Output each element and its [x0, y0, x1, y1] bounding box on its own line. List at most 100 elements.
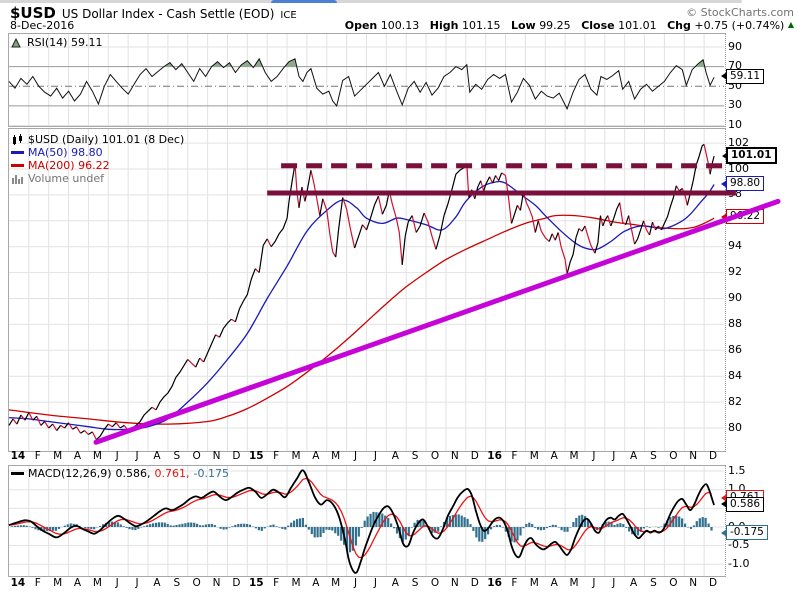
x-axis-month-label: 15 — [248, 450, 264, 462]
ma50-line-icon — [11, 151, 24, 154]
x-axis-month-label: 16 — [487, 450, 502, 462]
close-label: Close — [581, 19, 615, 32]
x-axis-month-label: J — [115, 450, 119, 462]
x-axis-month-label: M — [53, 450, 63, 462]
x-axis-month-label: S — [411, 450, 419, 462]
x-axis-month-label: F — [34, 450, 41, 462]
x-axis-month-label: J — [115, 577, 119, 589]
price-panel — [8, 128, 781, 452]
rsi-axis-tick-label: 30 — [728, 98, 742, 112]
low-label: Low — [510, 19, 536, 32]
x-axis-month-label: F — [511, 577, 518, 589]
macd-signal-value: 0.761, — [154, 467, 190, 480]
main-axis-tick-label: 94 — [728, 239, 742, 253]
x-axis-month-label: M — [92, 450, 102, 462]
x-axis-month-label: S — [650, 577, 657, 589]
x-axis-month-label: N — [689, 577, 698, 589]
x-axis-month-label: 15 — [248, 577, 264, 589]
high-label: High — [429, 19, 459, 32]
price-legend-row: $USD (Daily) 101.01 (8 Dec) — [11, 133, 184, 146]
main-value-callout: 101.01 — [722, 147, 777, 165]
x-axis-month-label: M — [53, 577, 63, 589]
quote-summary-bar: Open 100.13 High 101.15 Low 99.25 Close … — [345, 19, 794, 32]
rsi-legend: RSI(14) 59.11 — [11, 36, 102, 49]
x-axis-month-label: J — [354, 450, 358, 462]
rsi-panel — [8, 33, 726, 127]
macd-line-icon — [11, 472, 24, 475]
x-axis-month-label: N — [689, 450, 698, 462]
x-axis-month-label: J — [135, 450, 139, 462]
instrument-description: US Dollar Index - Cash Settle (EOD) — [61, 7, 275, 21]
main-axis-tick-label: 92 — [728, 265, 742, 279]
x-axis-month-label: A — [630, 450, 638, 462]
main-value-callout: 98.80 — [720, 176, 765, 192]
x-axis-month-label: M — [569, 450, 579, 462]
macd-histogram-value: -0.175 — [193, 467, 230, 480]
x-axis-month-label: M — [331, 450, 341, 462]
macd-value-callout: -0.175 — [721, 525, 768, 541]
top-edge-strip — [0, 0, 742, 3]
x-axis-month-label: M — [529, 450, 539, 462]
chart-title: $USD US Dollar Index - Cash Settle (EOD)… — [10, 4, 297, 22]
ticker-symbol: $USD — [10, 4, 56, 22]
main-value-callout: 96.22 — [720, 209, 765, 225]
volume-legend-row: Volume undef — [11, 172, 184, 185]
x-axis-month-label: J — [373, 577, 377, 589]
price-chart-svg — [8, 129, 781, 451]
high-value: 101.15 — [461, 19, 501, 32]
x-axis-month-label: A — [73, 577, 82, 589]
chart-date: 8-Dec-2016 — [10, 19, 75, 32]
x-axis-month-label: A — [550, 450, 558, 462]
open-label: Open — [344, 19, 378, 32]
main-axis-tick-label: 80 — [728, 420, 742, 434]
main-axis-tick-label: 82 — [728, 394, 742, 408]
x-axis-month-label: D — [470, 450, 479, 462]
x-axis-month-label: F — [273, 577, 280, 589]
macd-axis-tick-label: -0.5 — [728, 538, 750, 552]
macd-panel — [8, 465, 726, 577]
rsi-value-callout: 59.11 — [720, 68, 765, 84]
x-axis-month-label: M — [291, 450, 301, 462]
close-value: 101.01 — [618, 19, 657, 32]
main-axis-tick-label: 86 — [728, 342, 742, 356]
x-axis-month-label: A — [391, 577, 399, 589]
x-axis-month-label: O — [669, 450, 678, 462]
x-axis-month-label: 14 — [10, 450, 26, 462]
x-axis-month-label: A — [153, 450, 161, 462]
ma50-legend-row: MA(50) 98.80 — [11, 146, 184, 159]
macd-chart-svg — [8, 466, 724, 576]
rsi-axis-tick-label: 90 — [728, 39, 742, 53]
x-axis-month-label: F — [34, 577, 41, 589]
x-axis-month-label: J — [592, 450, 596, 462]
x-axis-month-label: M — [529, 577, 539, 589]
x-axis-month-label: D — [232, 577, 241, 589]
x-axis-month-label: A — [73, 450, 82, 462]
top-edge-blue-fragment — [271, 0, 337, 3]
x-axis-month-label: M — [331, 577, 341, 589]
x-axis-month-label: N — [212, 577, 221, 589]
rsi-legend-label: RSI(14) 59.11 — [27, 36, 103, 49]
chg-value: +0.75 (+0.74%) — [694, 19, 785, 32]
chg-up-arrow-icon: ▲ — [787, 20, 794, 29]
main-axis-tick-label: 102 — [728, 135, 749, 149]
x-axis-month-label: M — [569, 577, 579, 589]
price-legend-label: $USD (Daily) 101.01 (8 Dec) — [28, 133, 185, 146]
main-axis-tick-label: 100 — [728, 161, 749, 175]
price-legend: $USD (Daily) 101.01 (8 Dec) MA(50) 98.80… — [11, 133, 184, 185]
x-axis-month-label: D — [470, 577, 479, 589]
main-axis-tick-label: 84 — [728, 368, 742, 382]
macd-legend: MACD(12,26,9) 0.586, 0.761, -0.175 — [11, 467, 229, 480]
x-axis-month-label: O — [430, 577, 440, 589]
main-axis-tick-label: 90 — [728, 291, 742, 304]
x-axis-month-label: S — [173, 450, 181, 462]
macd-value: 0.586, — [115, 467, 151, 480]
x-axis-month-label: J — [373, 450, 377, 462]
x-axis-month-label: F — [511, 450, 518, 462]
x-axis-month-label: S — [173, 577, 181, 589]
x-axis-month-label: N — [450, 450, 459, 462]
main-axis-tick-label: 88 — [728, 316, 742, 330]
chg-label: Chg — [667, 19, 691, 32]
rsi-axis-tick-label: 10 — [728, 118, 742, 132]
open-value: 100.13 — [380, 19, 420, 32]
x-axis-month-label: J — [612, 450, 616, 462]
